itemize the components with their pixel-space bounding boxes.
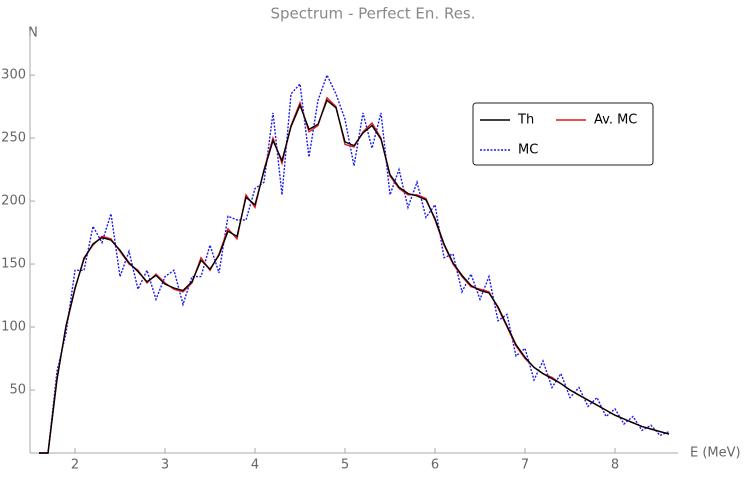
x-tick-label: 5 <box>341 458 349 473</box>
legend-label: Th <box>517 113 534 128</box>
y-tick-label: 250 <box>1 131 26 146</box>
y-tick-label: 200 <box>1 194 26 209</box>
x-tick-label: 4 <box>251 458 259 473</box>
legend-label: Av. MC <box>594 113 637 128</box>
y-tick-label: 300 <box>1 68 26 83</box>
x-tick-label: 6 <box>431 458 439 473</box>
y-axis-label: N <box>28 26 38 41</box>
series-line <box>39 99 670 454</box>
x-tick-label: 2 <box>71 458 79 473</box>
y-tick-label: 100 <box>1 320 26 335</box>
y-tick-label: 50 <box>9 383 26 398</box>
x-axis-label: E (MeV) <box>690 446 741 461</box>
series-line <box>39 73 670 454</box>
y-tick-label: 150 <box>1 257 26 272</box>
x-tick-label: 8 <box>611 458 619 473</box>
x-tick-label: 7 <box>521 458 529 473</box>
legend-label: MC <box>518 143 538 158</box>
chart-title: Spectrum - Perfect En. Res. <box>270 5 475 23</box>
x-tick-label: 3 <box>161 458 169 473</box>
legend-box <box>472 102 654 166</box>
